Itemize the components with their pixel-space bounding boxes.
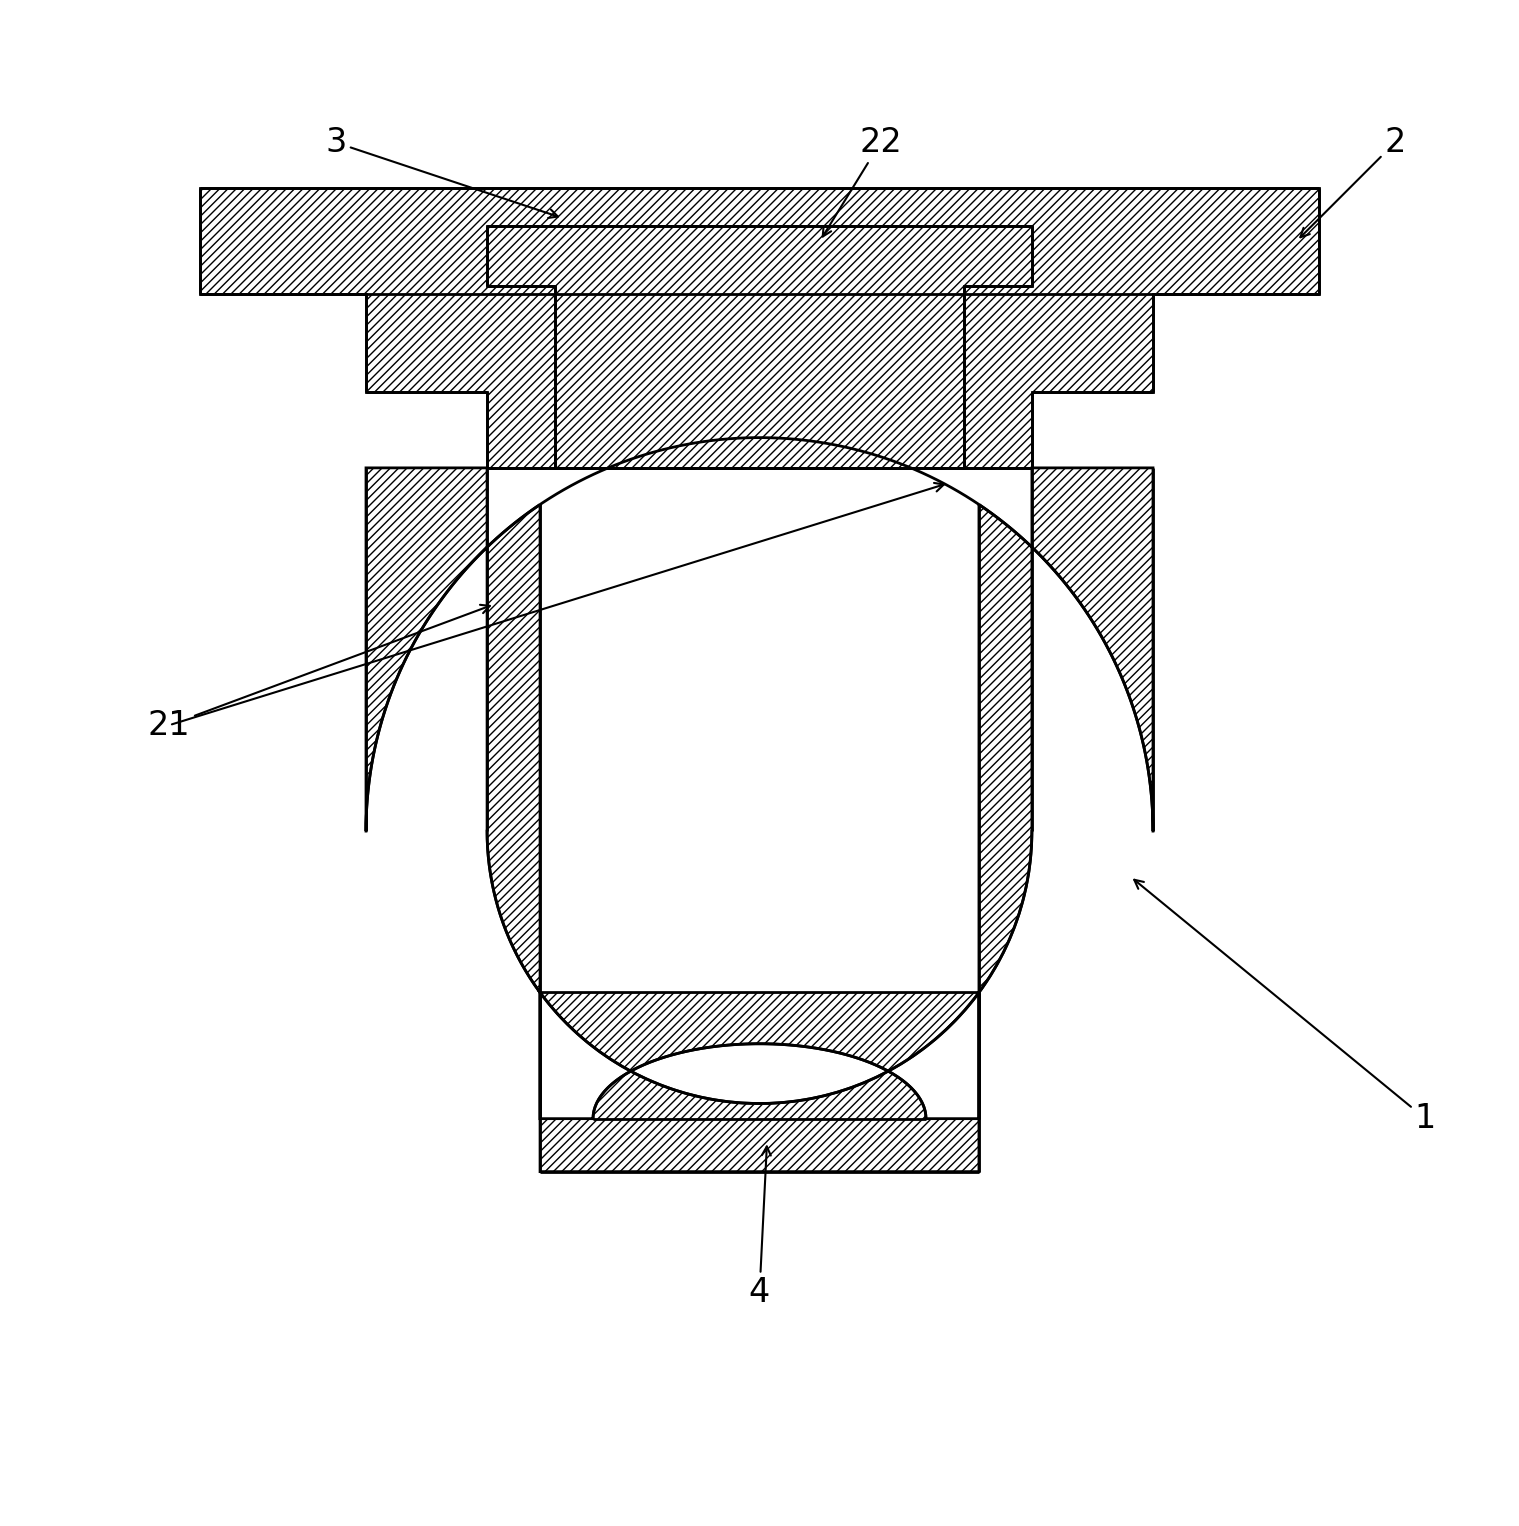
- Text: 3: 3: [325, 127, 557, 218]
- Polygon shape: [488, 226, 1031, 468]
- Polygon shape: [199, 188, 1320, 468]
- Text: 4: 4: [749, 1146, 770, 1309]
- Text: 22: 22: [823, 127, 902, 237]
- Polygon shape: [366, 468, 1153, 1172]
- Text: 21: 21: [147, 604, 489, 742]
- Text: 2: 2: [1300, 127, 1405, 237]
- Text: 1: 1: [1135, 881, 1435, 1135]
